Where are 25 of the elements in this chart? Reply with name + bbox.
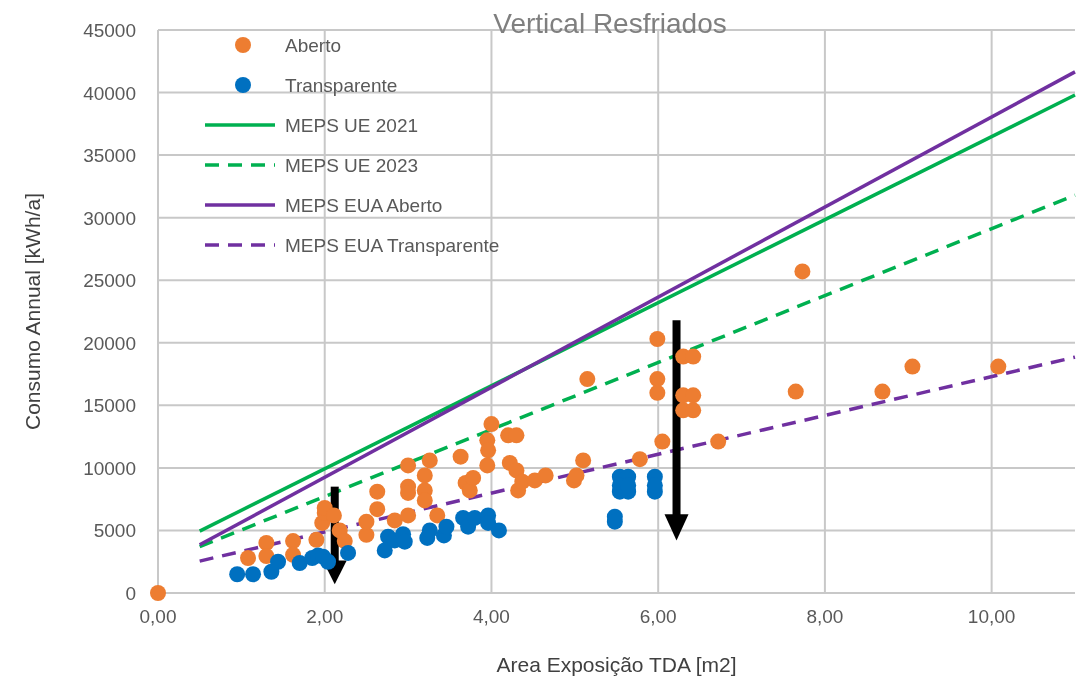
y-tick-label: 5000 xyxy=(93,520,136,542)
y-tick-label: 35000 xyxy=(83,145,136,167)
legend-label: MEPS EUA Transparente xyxy=(285,235,500,256)
x-tick-label: 10,00 xyxy=(967,606,1016,627)
y-tick-label: 45000 xyxy=(83,20,136,41)
x-tick-label: 4,00 xyxy=(472,606,510,627)
legend-label: MEPS EUA Aberto xyxy=(285,195,443,216)
y-tick-label: 0 xyxy=(125,583,136,604)
y-tick-label: 20000 xyxy=(83,332,136,354)
legend-label: Aberto xyxy=(285,35,341,56)
chart-title: Vertical Resfriados xyxy=(493,8,727,39)
y-tick-label: 10000 xyxy=(83,457,136,479)
legend-label: MEPS UE 2023 xyxy=(285,155,419,176)
x-tick-label: 0,00 xyxy=(139,606,177,627)
legend-label: Transparente xyxy=(285,75,398,96)
y-tick-label: 40000 xyxy=(83,82,136,104)
x-tick-label: 6,00 xyxy=(639,606,677,627)
y-tick-label: 25000 xyxy=(83,270,136,292)
legend-label: MEPS UE 2021 xyxy=(285,115,419,136)
y-tick-label: 30000 xyxy=(83,207,136,229)
y-tick-label: 15000 xyxy=(83,395,136,417)
x-tick-label: 8,00 xyxy=(806,606,844,627)
x-tick-label: 2,00 xyxy=(306,606,344,627)
y-axis-title: Consumo Annual [kWh/a] xyxy=(21,193,44,430)
x-axis-title: Area Exposição TDA [m2] xyxy=(496,653,737,676)
